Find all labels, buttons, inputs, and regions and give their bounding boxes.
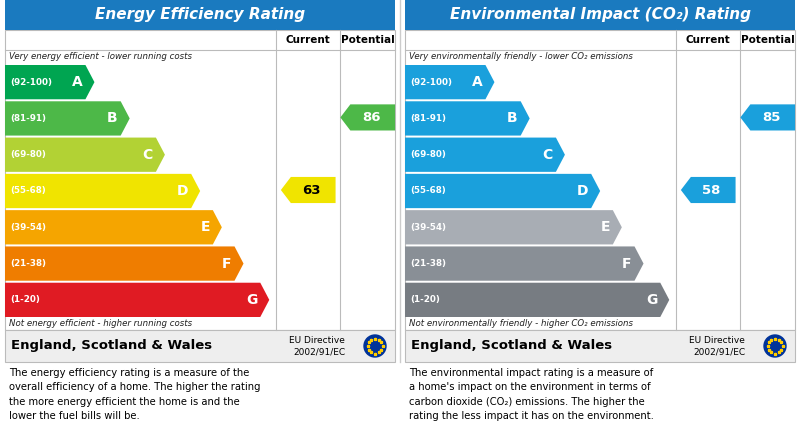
Bar bbox=[5, 330, 395, 362]
Bar bbox=[405, 0, 795, 30]
Circle shape bbox=[764, 335, 786, 357]
Polygon shape bbox=[5, 210, 222, 244]
Text: Environmental Impact (CO₂) Rating: Environmental Impact (CO₂) Rating bbox=[450, 8, 750, 23]
Text: (69-80): (69-80) bbox=[10, 150, 46, 159]
Text: B: B bbox=[107, 111, 118, 125]
Text: F: F bbox=[222, 257, 231, 271]
Bar bbox=[5, 30, 395, 330]
Text: (39-54): (39-54) bbox=[410, 223, 446, 232]
Polygon shape bbox=[681, 177, 735, 203]
Text: (81-91): (81-91) bbox=[410, 114, 446, 123]
Bar bbox=[5, 0, 395, 30]
Text: G: G bbox=[646, 293, 658, 307]
Bar bbox=[405, 330, 795, 362]
Polygon shape bbox=[340, 105, 395, 130]
Polygon shape bbox=[281, 177, 335, 203]
Polygon shape bbox=[5, 65, 94, 99]
Polygon shape bbox=[405, 174, 600, 208]
Polygon shape bbox=[405, 138, 565, 172]
Polygon shape bbox=[405, 210, 622, 244]
Text: A: A bbox=[472, 75, 482, 89]
Text: 85: 85 bbox=[762, 111, 780, 124]
Text: Current: Current bbox=[286, 35, 330, 45]
Text: Very environmentally friendly - lower CO₂ emissions: Very environmentally friendly - lower CO… bbox=[409, 52, 633, 61]
Text: Current: Current bbox=[686, 35, 730, 45]
Text: F: F bbox=[622, 257, 631, 271]
Text: (92-100): (92-100) bbox=[410, 77, 452, 87]
Polygon shape bbox=[740, 105, 795, 130]
Text: (39-54): (39-54) bbox=[10, 223, 46, 232]
Text: (55-68): (55-68) bbox=[410, 186, 446, 195]
Text: (1-20): (1-20) bbox=[10, 295, 40, 304]
Text: Potential: Potential bbox=[741, 35, 794, 45]
Text: Not environmentally friendly - higher CO₂ emissions: Not environmentally friendly - higher CO… bbox=[409, 319, 633, 328]
Polygon shape bbox=[5, 247, 243, 281]
Text: Not energy efficient - higher running costs: Not energy efficient - higher running co… bbox=[9, 319, 192, 328]
Text: Very energy efficient - lower running costs: Very energy efficient - lower running co… bbox=[9, 52, 192, 61]
Text: (21-38): (21-38) bbox=[10, 259, 46, 268]
Text: (21-38): (21-38) bbox=[410, 259, 446, 268]
Text: A: A bbox=[72, 75, 82, 89]
Text: England, Scotland & Wales: England, Scotland & Wales bbox=[11, 340, 212, 352]
Polygon shape bbox=[405, 65, 494, 99]
Polygon shape bbox=[405, 283, 670, 317]
Text: 86: 86 bbox=[362, 111, 380, 124]
Text: EU Directive
2002/91/EC: EU Directive 2002/91/EC bbox=[289, 336, 345, 356]
Text: D: D bbox=[177, 184, 188, 198]
Text: (1-20): (1-20) bbox=[410, 295, 440, 304]
Text: B: B bbox=[507, 111, 518, 125]
Text: 63: 63 bbox=[302, 183, 321, 197]
Text: E: E bbox=[600, 220, 610, 234]
Polygon shape bbox=[5, 138, 165, 172]
Text: D: D bbox=[577, 184, 588, 198]
Text: (92-100): (92-100) bbox=[10, 77, 52, 87]
Circle shape bbox=[364, 335, 386, 357]
Text: Energy Efficiency Rating: Energy Efficiency Rating bbox=[95, 8, 305, 23]
Text: Potential: Potential bbox=[341, 35, 394, 45]
Text: C: C bbox=[142, 148, 153, 162]
Text: G: G bbox=[246, 293, 258, 307]
Text: (81-91): (81-91) bbox=[10, 114, 46, 123]
Text: C: C bbox=[542, 148, 553, 162]
Polygon shape bbox=[5, 283, 270, 317]
Polygon shape bbox=[405, 247, 643, 281]
Polygon shape bbox=[5, 174, 200, 208]
Text: E: E bbox=[200, 220, 210, 234]
Text: The energy efficiency rating is a measure of the
overall efficiency of a home. T: The energy efficiency rating is a measur… bbox=[9, 368, 261, 421]
Text: (69-80): (69-80) bbox=[410, 150, 446, 159]
Text: The environmental impact rating is a measure of
a home's impact on the environme: The environmental impact rating is a mea… bbox=[409, 368, 654, 421]
Text: 58: 58 bbox=[702, 183, 721, 197]
Polygon shape bbox=[5, 101, 130, 136]
Text: (55-68): (55-68) bbox=[10, 186, 46, 195]
Bar bbox=[405, 30, 795, 330]
Text: England, Scotland & Wales: England, Scotland & Wales bbox=[411, 340, 612, 352]
Polygon shape bbox=[405, 101, 530, 136]
Text: EU Directive
2002/91/EC: EU Directive 2002/91/EC bbox=[689, 336, 745, 356]
